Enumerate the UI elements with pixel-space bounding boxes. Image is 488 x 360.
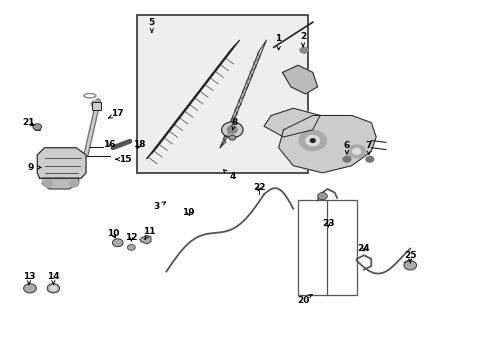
Polygon shape [278,116,375,173]
Text: 16: 16 [102,140,115,149]
Polygon shape [264,108,320,137]
Text: 7: 7 [365,141,371,154]
Circle shape [47,284,60,293]
Text: 10: 10 [106,229,119,238]
Circle shape [310,139,315,142]
Text: 3: 3 [153,202,165,211]
Circle shape [23,284,36,293]
Circle shape [342,156,350,162]
Text: 22: 22 [252,183,265,192]
Text: 23: 23 [322,219,334,228]
Polygon shape [282,65,317,94]
Circle shape [69,180,79,187]
Bar [92,102,101,110]
Polygon shape [42,178,79,189]
Circle shape [50,286,56,291]
Text: 4: 4 [223,170,235,181]
Text: 11: 11 [143,228,155,239]
Text: 9: 9 [28,163,41,172]
Circle shape [317,193,327,200]
Polygon shape [37,148,86,178]
Text: 15: 15 [116,155,131,164]
Circle shape [33,124,41,130]
Circle shape [221,122,243,138]
Circle shape [228,135,235,140]
Text: 8: 8 [231,118,237,130]
Circle shape [365,156,373,162]
Text: 25: 25 [403,251,416,263]
Text: 19: 19 [182,208,194,217]
Polygon shape [147,40,239,158]
Circle shape [403,261,416,270]
Text: 21: 21 [22,118,35,127]
Polygon shape [220,40,266,148]
Text: 24: 24 [357,244,369,253]
Text: 6: 6 [343,141,349,154]
Circle shape [91,100,101,108]
Bar [298,201,356,296]
Circle shape [112,239,123,247]
Text: 1: 1 [275,34,281,50]
Circle shape [305,135,319,145]
Text: 20: 20 [296,294,311,305]
Text: 2: 2 [299,32,305,47]
Polygon shape [140,235,151,244]
Circle shape [299,131,326,150]
Text: 12: 12 [125,233,137,242]
Circle shape [300,47,307,53]
Text: 13: 13 [22,272,35,284]
Text: 5: 5 [148,18,155,32]
Circle shape [347,145,365,158]
Bar [137,15,307,173]
Circle shape [227,126,237,134]
Text: 17: 17 [108,109,124,118]
Circle shape [352,148,360,154]
Text: 18: 18 [133,140,145,149]
Circle shape [127,244,135,250]
Circle shape [43,180,53,187]
Text: 14: 14 [47,272,60,284]
